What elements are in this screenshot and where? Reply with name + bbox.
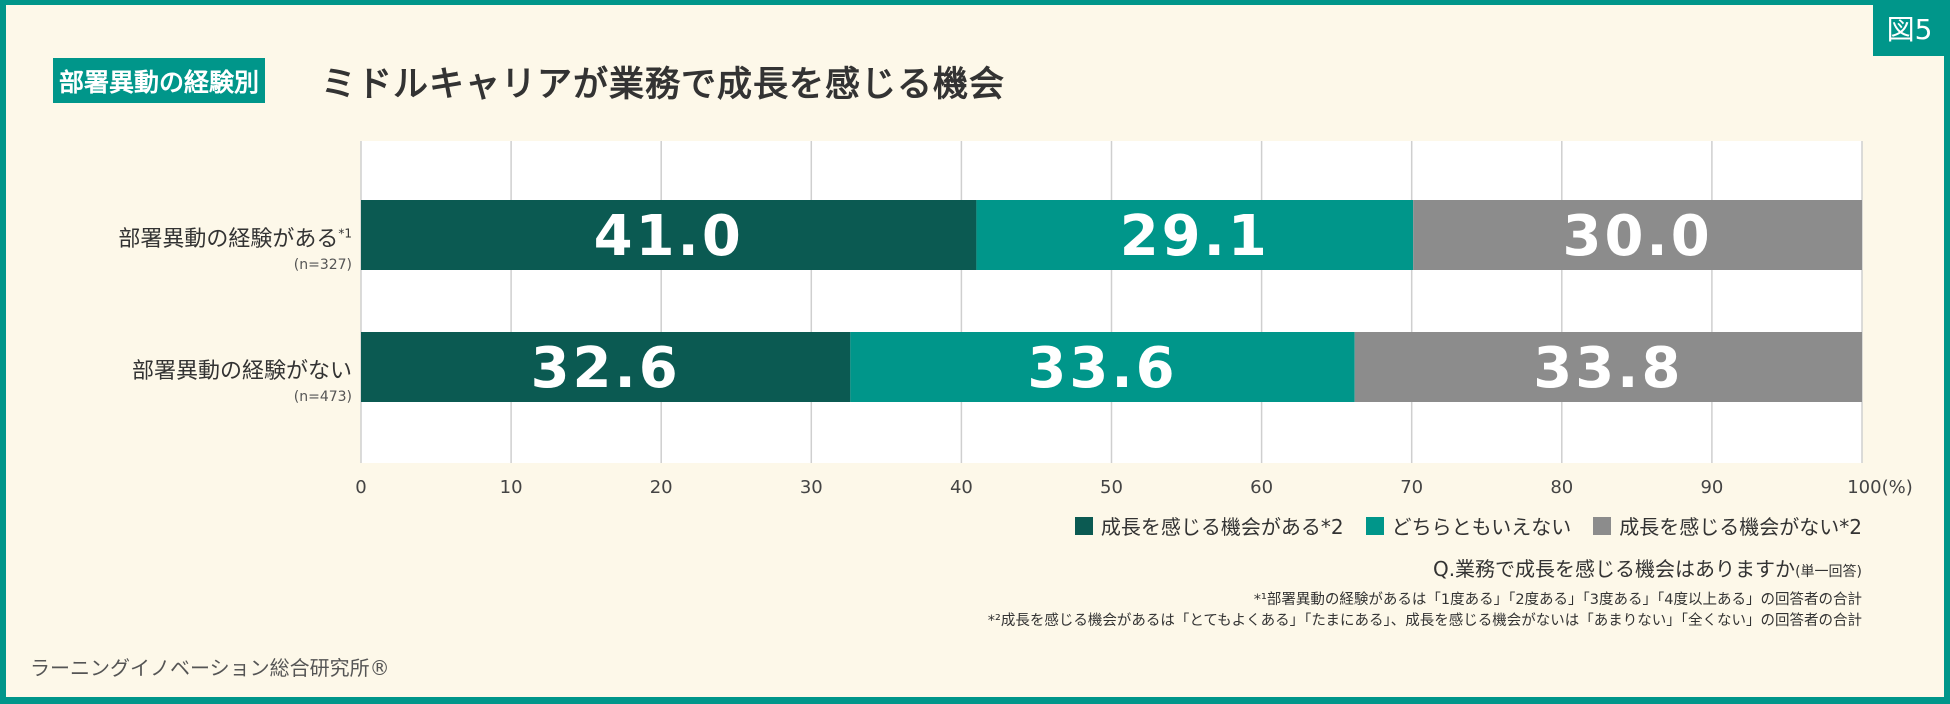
figure-number-badge: 図5 [1873,0,1946,56]
x-tick-label: 10 [500,477,523,498]
survey-question: Q.業務で成長を感じる機会はありますか(単一回答) [1433,553,1862,582]
x-tick-label: 50 [1100,477,1123,498]
x-tick-label: 80 [1550,477,1573,498]
x-tick-label: 100(%) [1847,477,1913,498]
data-label: 41.0 [594,204,744,269]
title-tag: 部署異動の経験別 [53,58,266,103]
chart-title: ミドルキャリアが業務で成長を感じる機会 [321,65,1006,105]
legend-swatch [1074,516,1093,535]
legend-label: 成長を感じる機会がない*2 [1619,515,1862,539]
category-n: (n=327) [293,257,352,273]
bar-segment [1354,332,1862,402]
data-label: 33.8 [1533,336,1683,401]
organization-credit: ラーニングイノベーション総合研究所® [30,656,390,680]
legend-swatch [1593,516,1612,535]
category-note: *1 [338,226,352,241]
legend-item-no: 成長を感じる機会がない*2 [1593,511,1862,540]
legend-label: どちらともいえない [1391,515,1572,539]
category-label-1: 部署異動の経験がある*1 (n=327) [118,221,352,273]
data-label: 32.6 [531,336,681,401]
x-tick-label: 40 [950,477,973,498]
x-tick-label: 0 [355,477,366,498]
x-tick-label: 20 [650,477,673,498]
footnote-1: *¹部署異動の経験があるは「1度ある」「2度ある」「3度ある」「4度以上ある」の… [1253,592,1862,608]
x-tick-label: 30 [800,477,823,498]
footnote-2: *²成長を感じる機会があるは「とてもよくある」「たまにある」、成長を感じる機会が… [987,613,1862,629]
legend: 成長を感じる機会がある*2 どちらともいえない 成長を感じる機会がない*2 [1074,511,1862,540]
x-tick-label: 60 [1250,477,1273,498]
legend-swatch [1365,516,1384,535]
legend-item-yes: 成長を感じる機会がある*2 [1074,511,1344,540]
bar-segment [361,200,977,270]
question-text: Q.業務で成長を感じる機会はありますか [1432,557,1796,581]
category-label-2: 部署異動の経験がない (n=473) [132,353,352,405]
question-suffix: (単一回答) [1795,564,1862,580]
bar-segment [1413,200,1862,270]
data-label: 30.0 [1563,204,1713,269]
data-label: 33.6 [1027,336,1177,401]
bar-segment [976,200,1414,270]
bar-segment [361,332,851,402]
category-name: 部署異動の経験がある [118,227,339,252]
x-tick-label: 70 [1400,477,1423,498]
legend-item-neutral: どちらともいえない [1365,511,1572,540]
legend-label: 成長を感じる機会がある*2 [1100,515,1344,539]
category-name: 部署異動の経験がない [131,359,352,384]
category-n: (n=473) [293,389,352,405]
bar-segment [850,332,1355,402]
x-tick-label: 90 [1700,477,1723,498]
data-label: 29.1 [1120,204,1270,269]
